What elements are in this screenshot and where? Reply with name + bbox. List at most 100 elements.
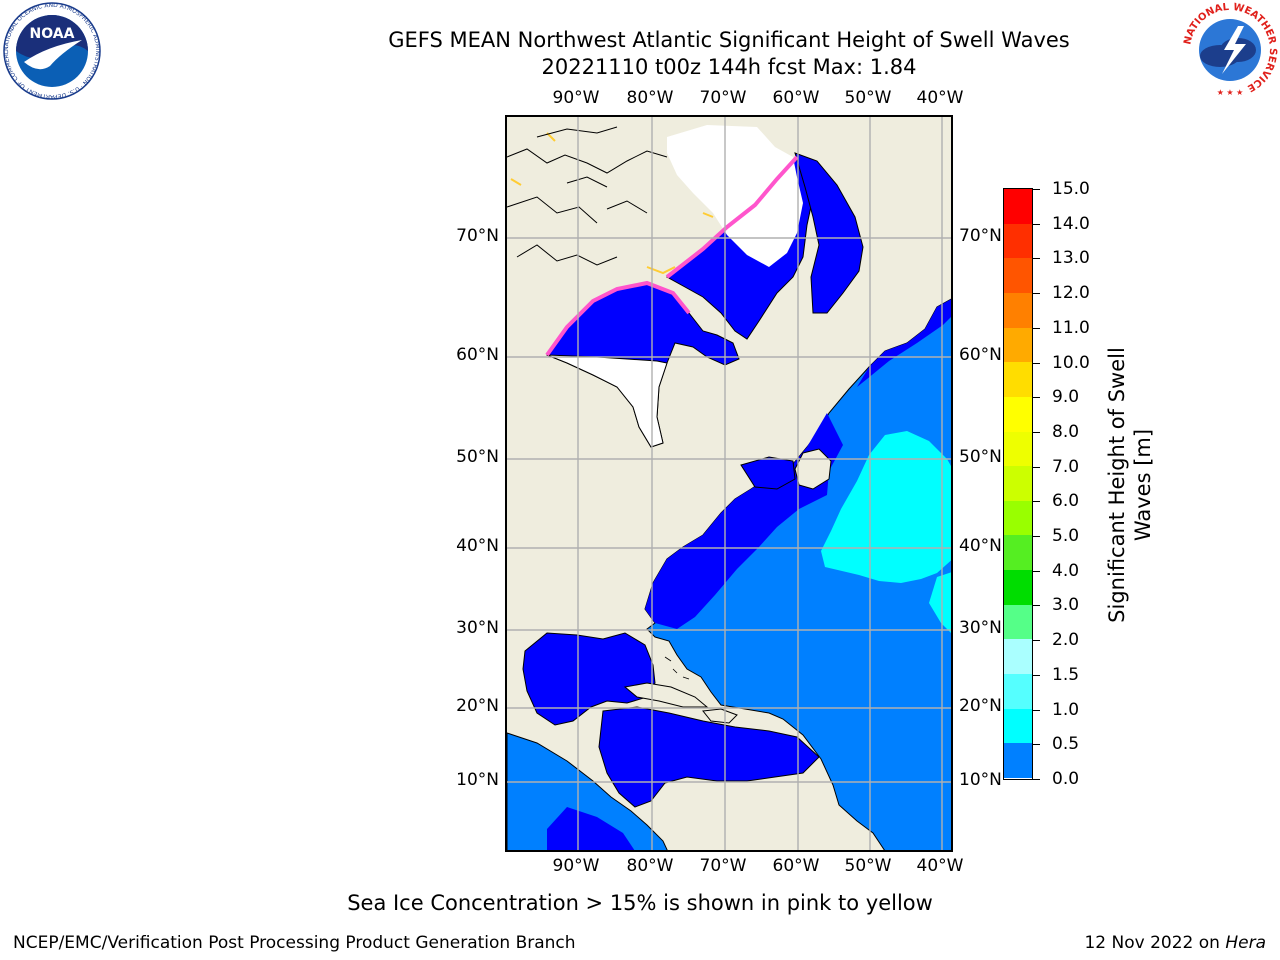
colorbar-segment [1004,189,1032,225]
hispaniola [702,708,738,724]
colorbar-tick-label: 3.0 [1052,595,1080,616]
pacific-coastal-dark [547,807,635,850]
greenland-coast [794,152,864,314]
colorbar-tick-label: 1.5 [1052,664,1080,685]
lon-tick-top: 90°W [552,88,600,108]
colorbar-segment [1004,396,1032,433]
sea-ice-note: Sea Ice Concentration > 15% is shown in … [347,891,933,915]
colorbar-tick-label: 13.0 [1052,248,1090,269]
lon-tick-top: 70°W [699,88,747,108]
swell-max-region [821,431,951,583]
colorbar-tick [1033,258,1040,260]
colorbar-segment [1004,535,1032,571]
lon-tick-bottom: 70°W [699,856,747,876]
hudson-bay-ice [546,354,668,448]
lat-tick-right: 60°N [959,345,1002,365]
ocean-labrador-dark [857,299,951,387]
colorbar-tick-label: 0.0 [1052,769,1080,789]
lon-tick-bottom: 60°W [772,856,820,876]
eastern-pacific [507,732,668,850]
nws-logo: NATIONAL WEATHER SERVICE ★ ★ ★ [1182,2,1278,98]
colorbar-segment [1004,362,1032,398]
colorbar-tick [1033,570,1040,572]
colorbar-tick [1033,189,1040,190]
colorbar-segment [1004,570,1032,606]
lat-tick-right: 20°N [959,696,1002,716]
colorbar-segment [1004,223,1032,259]
bahamas [664,656,690,680]
lat-tick-right: 30°N [959,618,1002,638]
colorbar-tick [1033,466,1040,468]
colorbar-segment [1004,431,1032,467]
lat-tick-left: 20°N [456,696,499,716]
lat-tick-left: 40°N [456,536,499,556]
colorbar-title: Significant Height of Swell Waves [m] [1104,320,1156,650]
colorbar-segment [1004,604,1032,640]
lon-tick-top: 80°W [626,88,674,108]
footer-date: 12 Nov 2022 on Hera [1084,933,1266,953]
colorbar-tick [1033,640,1040,642]
colorbar-tick [1033,293,1040,295]
colorbar-tick [1033,327,1040,329]
swell-secondary-region [929,572,951,633]
colorbar-title-line1: Significant Height of Swell [1105,347,1129,623]
gulf-st-lawrence [740,456,796,490]
colorbar-tick-label: 7.0 [1052,456,1080,477]
colorbar-segment [1004,743,1032,779]
cuba [623,682,709,708]
lon-tick-bottom: 50°W [844,856,892,876]
footer-machine: Hera [1225,933,1266,953]
colorbar-tick-label: 8.0 [1052,421,1080,442]
colorbar-tick [1033,674,1040,676]
colorbar-tick-label: 9.0 [1052,387,1080,408]
colorbar-tick [1033,709,1040,711]
colorbar-tick [1033,744,1040,746]
colorbar-tick [1033,362,1040,364]
arctic-archipelago [507,126,668,266]
lat-tick-left: 60°N [456,345,499,365]
lon-tick-top: 50°W [844,88,892,108]
gridlines [507,117,951,850]
colorbar [1003,188,1033,780]
colorbar-segment [1004,708,1032,744]
colorbar-tick-label: 14.0 [1052,213,1090,234]
colorbar-tick [1033,223,1040,225]
lat-tick-left: 10°N [456,770,499,790]
baffin-ice [667,125,803,267]
colorbar-tick-label: 1.0 [1052,699,1080,720]
map-subtitle: 20221110 t00z 144h fcst Max: 1.84 [541,55,917,79]
colorbar-segment [1004,258,1032,294]
map-canvas [507,117,951,850]
ice-edge-yellow [510,132,714,275]
gulf-of-mexico [522,632,656,726]
lat-tick-right: 10°N [959,770,1002,790]
colorbar-segment [1004,639,1032,675]
colorbar-segment [1004,292,1032,329]
lon-tick-top: 40°W [916,88,964,108]
lon-tick-bottom: 90°W [552,856,600,876]
map-title: GEFS MEAN Northwest Atlantic Significant… [388,28,1070,52]
colorbar-tick-label: 12.0 [1052,283,1090,304]
footer-date-text: 12 Nov 2022 on [1084,933,1226,953]
noaa-logo-text: NOAA [30,26,75,42]
lon-tick-top: 60°W [772,88,820,108]
lon-tick-bottom: 80°W [626,856,674,876]
colorbar-tick-label: 11.0 [1052,317,1090,338]
lat-tick-left: 50°N [456,447,499,467]
colorbar-tick-label: 0.5 [1052,734,1080,755]
ice-edge-pink [545,155,799,357]
colorbar-tick-label: 6.0 [1052,491,1080,512]
colorbar-tick [1033,431,1040,433]
colorbar-tick [1033,501,1040,503]
colorbar-segment [1004,500,1032,536]
colorbar-tick [1033,397,1040,399]
colorbar-tick [1033,536,1040,538]
colorbar-segment [1004,674,1032,710]
lon-tick-bottom: 40°W [916,856,964,876]
svg-text:★ ★ ★: ★ ★ ★ [1217,88,1244,97]
colorbar-tick-label: 5.0 [1052,526,1080,547]
colorbar-tick [1033,779,1040,780]
colorbar-tick [1033,605,1040,607]
map-panel [505,115,953,852]
lat-tick-left: 30°N [456,618,499,638]
